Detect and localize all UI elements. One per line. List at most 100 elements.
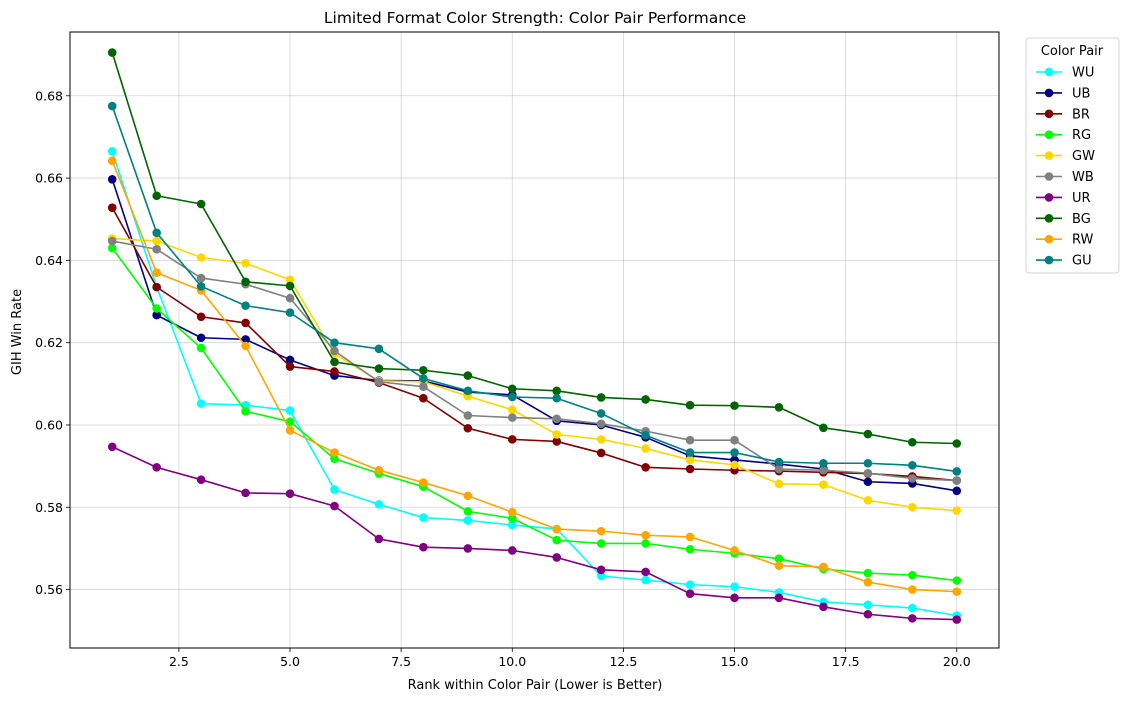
data-point: [863, 609, 873, 619]
series-line: [111, 207, 957, 482]
data-point: [863, 477, 873, 487]
data-point: [552, 524, 562, 534]
data-point: [863, 600, 873, 610]
data-point: [107, 101, 117, 111]
data-point: [596, 435, 606, 444]
data-point: [685, 448, 695, 457]
series-gw: [107, 234, 962, 515]
data-point: [196, 399, 206, 408]
data-point: [774, 554, 784, 564]
data-point: [552, 386, 562, 396]
data-point: [330, 448, 339, 457]
data-point: [552, 393, 562, 403]
legend-swatch-marker: [1044, 67, 1054, 77]
y-axis-title: GIH Win Rate: [10, 289, 25, 375]
data-point: [863, 429, 873, 439]
y-tick-label: 0.56: [35, 582, 63, 597]
data-point: [374, 377, 384, 387]
data-point: [419, 382, 428, 392]
data-point: [330, 338, 339, 347]
series-ur: [107, 442, 962, 624]
data-point: [241, 318, 250, 328]
data-point: [908, 474, 917, 483]
legend-label: RG: [1072, 128, 1091, 143]
legend-item-br: BR: [1036, 107, 1090, 122]
data-point: [774, 402, 784, 412]
data-point: [285, 489, 295, 498]
data-point: [552, 430, 562, 439]
data-point: [152, 268, 161, 278]
data-point: [685, 435, 695, 445]
legend-item-ur: UR: [1036, 191, 1091, 206]
data-point: [507, 392, 517, 402]
data-point: [952, 439, 962, 448]
plot-frame: [69, 31, 1000, 649]
x-tick-label: 7.5: [391, 654, 411, 669]
data-point: [596, 409, 606, 418]
data-point: [952, 576, 962, 585]
data-point: [419, 393, 428, 403]
data-point: [596, 448, 606, 458]
data-point: [463, 411, 473, 420]
legend-label: BG: [1072, 212, 1091, 227]
legend-item-bg: BG: [1036, 212, 1091, 227]
series-wb: [107, 236, 962, 485]
data-point: [596, 571, 606, 581]
data-point: [952, 476, 962, 485]
data-point: [641, 567, 650, 577]
data-point: [819, 458, 828, 468]
data-point: [463, 386, 473, 396]
y-tick-label: 0.64: [35, 253, 63, 268]
data-point: [374, 500, 384, 509]
series-line: [111, 52, 957, 445]
data-point: [507, 520, 517, 530]
data-point: [863, 568, 873, 578]
data-point: [196, 253, 206, 262]
legend-label: UR: [1072, 191, 1091, 206]
series-layer: [107, 48, 962, 624]
legend: Color Pair WU UB BR RG GW WB UR BG RW GU: [1025, 37, 1120, 274]
data-point: [774, 457, 784, 467]
data-point: [285, 308, 295, 317]
data-point: [863, 468, 873, 478]
legend-swatch-marker: [1044, 255, 1054, 265]
data-point: [952, 467, 962, 476]
x-tick-label: 10.0: [498, 654, 526, 669]
data-point: [596, 393, 606, 402]
data-point: [641, 395, 650, 404]
data-point: [152, 310, 161, 320]
data-point: [107, 48, 117, 57]
data-point: [152, 191, 161, 201]
data-point: [463, 516, 473, 525]
data-point: [107, 243, 117, 253]
data-point: [152, 228, 161, 238]
data-point: [596, 526, 606, 536]
data-point: [819, 562, 828, 572]
data-point: [685, 400, 695, 410]
data-point: [552, 414, 562, 424]
data-point: [819, 480, 828, 489]
data-point: [952, 506, 962, 515]
legend-label: WU: [1072, 66, 1094, 81]
series-line: [111, 446, 957, 621]
data-point: [107, 175, 117, 184]
series-bg: [107, 48, 962, 448]
data-point: [774, 479, 784, 489]
data-point: [285, 362, 295, 371]
data-point: [152, 304, 161, 313]
data-point: [196, 199, 206, 209]
y-tick-label: 0.58: [35, 500, 63, 515]
legend-swatch-marker: [1044, 151, 1054, 160]
series-line: [112, 240, 957, 482]
data-point: [730, 401, 739, 410]
legend-swatch-marker: [1044, 193, 1054, 202]
data-point: [374, 344, 384, 354]
data-point: [641, 444, 650, 453]
data-point: [330, 357, 339, 367]
data-point: [685, 464, 695, 474]
data-point: [463, 507, 473, 516]
legend-label: WB: [1072, 170, 1094, 185]
legend-swatch-marker: [1044, 130, 1054, 139]
data-point: [374, 534, 384, 544]
data-point: [685, 544, 695, 554]
